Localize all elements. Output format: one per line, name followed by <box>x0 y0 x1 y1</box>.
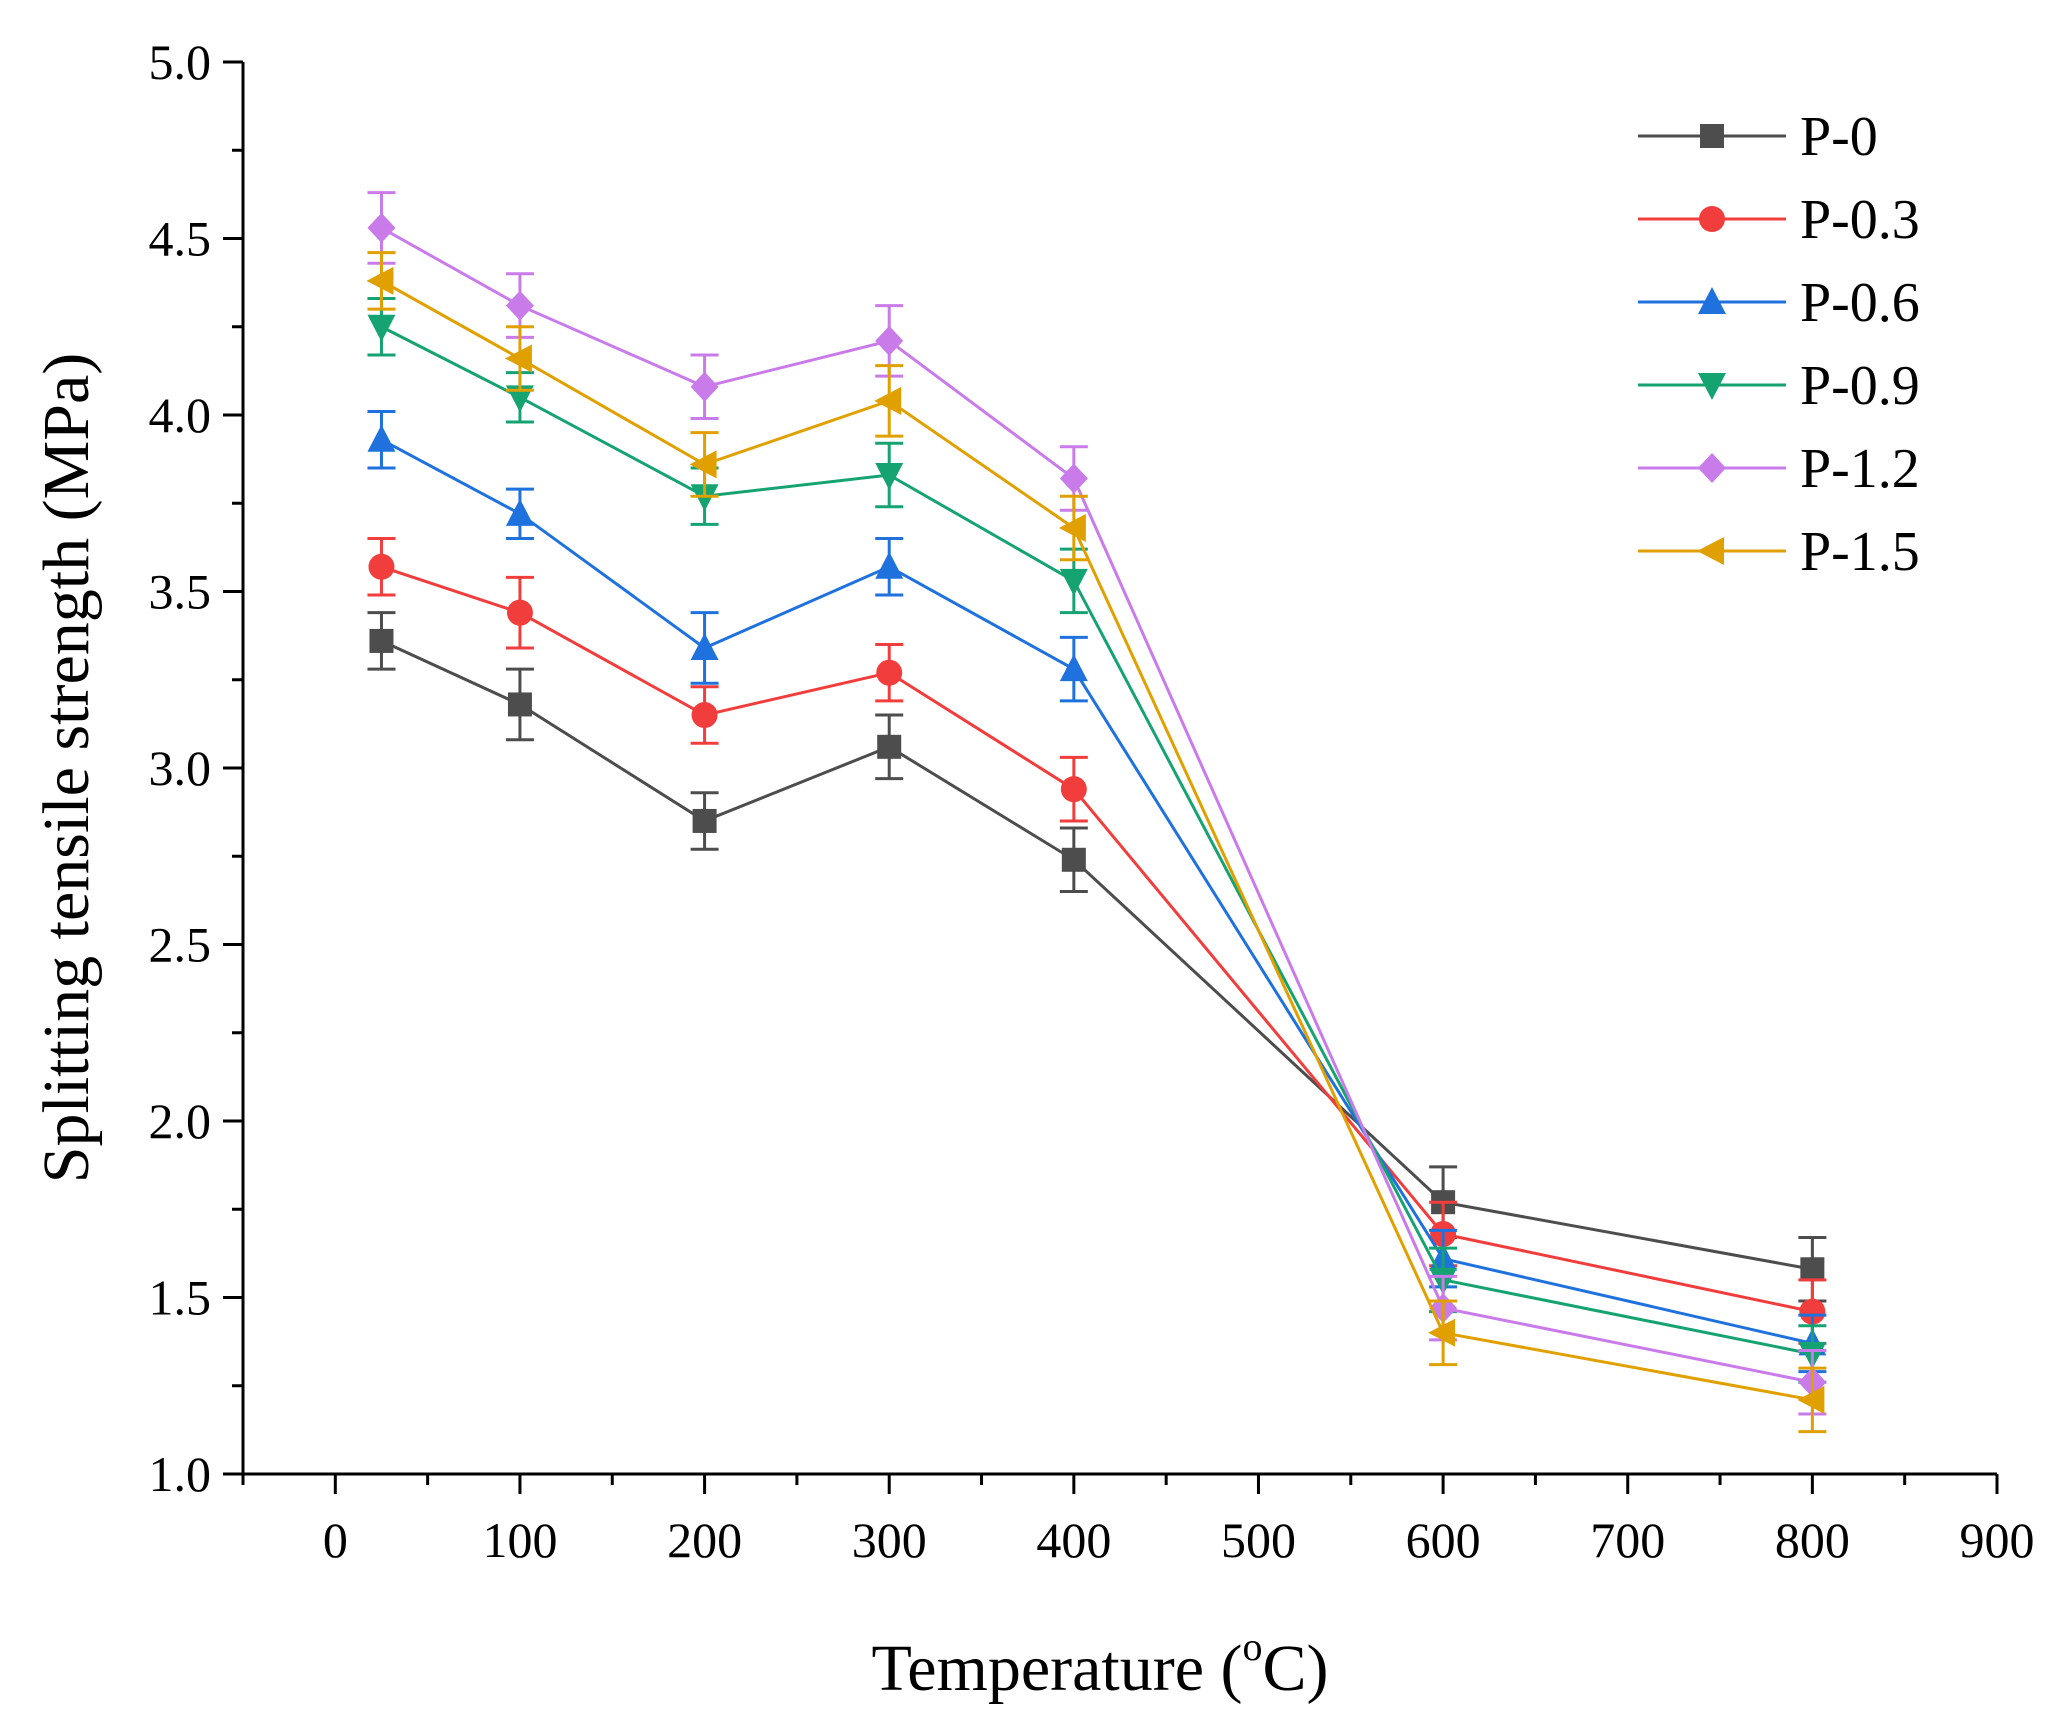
x-axis-title-unit: C) <box>1263 1632 1329 1705</box>
x-tick-label: 100 <box>482 1512 557 1568</box>
legend-item-P-1.5: P-1.5 <box>1638 521 1920 583</box>
data-point <box>1059 463 1088 494</box>
data-point <box>1800 1257 1825 1282</box>
data-point <box>874 386 902 415</box>
legend: P-0 P-0.3 P-0.6 P-0.9 P-1.2 P-1.5 <box>1638 106 1920 583</box>
series-P-0.6 <box>367 409 1827 1374</box>
x-tick-label: 900 <box>1960 1512 2035 1568</box>
series-P-0.3 <box>367 537 1827 1345</box>
data-point <box>367 212 396 243</box>
data-point <box>505 290 534 321</box>
data-point <box>1059 568 1088 596</box>
x-tick-label: 700 <box>1590 1512 1665 1568</box>
series-line <box>380 279 1813 1402</box>
legend-item-P-1.2: P-1.2 <box>1638 438 1920 500</box>
data-point <box>506 599 533 626</box>
data-point <box>875 551 904 579</box>
data-point <box>689 450 717 479</box>
legend-marker <box>1700 124 1724 148</box>
series-line <box>380 325 1813 1356</box>
y-axis-title: Splitting tensile strength (MPa) <box>30 353 103 1183</box>
data-point <box>875 463 904 491</box>
x-tick-label: 500 <box>1221 1512 1296 1568</box>
data-point <box>1058 513 1086 542</box>
data-point <box>368 553 395 580</box>
x-tick-label: 200 <box>667 1512 742 1568</box>
data-point <box>1059 654 1088 682</box>
y-tick-label: 4.0 <box>149 387 212 443</box>
data-point <box>1428 1318 1456 1347</box>
series-P-0.9 <box>367 297 1827 1384</box>
data-point <box>367 314 396 342</box>
legend-item-P-0.9: P-0.9 <box>1638 355 1920 417</box>
series-line <box>381 565 1813 1314</box>
series-P-1.5 <box>366 251 1827 1434</box>
y-tick-label: 1.0 <box>149 1446 212 1502</box>
y-tick-label: 2.0 <box>149 1093 212 1149</box>
legend-item-P-0.6: P-0.6 <box>1638 272 1920 334</box>
legend-marker <box>1698 453 1726 483</box>
legend-label: P-0.9 <box>1800 355 1920 417</box>
series-line <box>380 639 1813 1271</box>
y-tick-label: 2.5 <box>149 917 212 973</box>
y-tick-label: 3.5 <box>149 564 212 620</box>
x-axis-title-sup: o <box>1243 1624 1263 1669</box>
data-point <box>875 325 904 356</box>
legend-marker <box>1699 206 1725 232</box>
x-tick-label: 0 <box>323 1512 348 1568</box>
x-tick-label: 600 <box>1406 1512 1481 1568</box>
data-point <box>369 628 394 653</box>
series-P-0 <box>367 611 1827 1303</box>
data-point <box>504 344 532 373</box>
data-point <box>1061 847 1086 872</box>
data-point <box>1799 1298 1826 1325</box>
data-point <box>1060 776 1087 803</box>
data-point <box>876 659 903 686</box>
legend-item-P-0: P-0 <box>1638 106 1878 168</box>
data-point <box>505 498 534 526</box>
legend-marker <box>1698 287 1726 314</box>
legend-label: P-0 <box>1800 106 1878 168</box>
data-point <box>690 632 719 660</box>
y-tick-label: 5.0 <box>149 34 212 90</box>
data-point <box>507 692 532 717</box>
data-point <box>505 385 534 413</box>
data-point <box>367 424 396 452</box>
legend-item-P-0.3: P-0.3 <box>1638 189 1920 251</box>
legend-marker <box>1698 373 1726 400</box>
data-point <box>366 266 394 295</box>
data-point <box>692 808 717 833</box>
legend-label: P-0.3 <box>1800 189 1920 251</box>
x-tick-label: 300 <box>852 1512 927 1568</box>
y-tick-label: 4.5 <box>149 211 212 267</box>
legend-label: P-1.5 <box>1800 521 1920 583</box>
y-tick-label: 1.5 <box>149 1270 212 1326</box>
x-axis-title: Temperature (oC) <box>872 1624 1329 1705</box>
legend-marker <box>1697 537 1724 565</box>
x-tick-label: 800 <box>1775 1512 1850 1568</box>
x-tick-label: 400 <box>1036 1512 1111 1568</box>
data-point <box>877 734 902 759</box>
data-point <box>690 371 719 402</box>
legend-label: P-0.6 <box>1800 272 1920 334</box>
y-tick-label: 3.0 <box>149 740 212 796</box>
data-point <box>691 702 718 729</box>
x-axis-title-text: Temperature ( <box>872 1632 1243 1705</box>
legend-label: P-1.2 <box>1800 438 1920 500</box>
data-point <box>1797 1385 1825 1414</box>
